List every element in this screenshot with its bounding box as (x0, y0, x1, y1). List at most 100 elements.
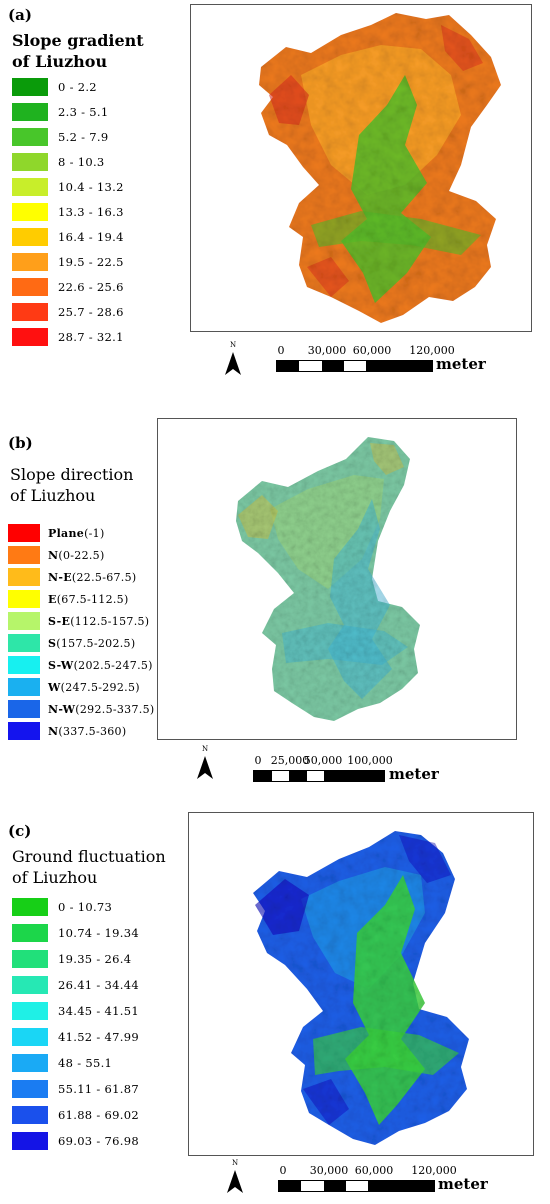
legend-item: N-W(292.5-337.5) (8, 700, 154, 718)
legend-item: 69.03 - 76.98 (12, 1132, 139, 1150)
map-liuzhou-slope-gradient (259, 13, 501, 323)
legend-swatch (12, 1080, 48, 1098)
legend-item: 41.52 - 47.99 (12, 1028, 139, 1046)
scale-tick: 120,000 (409, 344, 455, 357)
legend-label: 0 - 2.2 (58, 80, 97, 94)
legend-swatch (12, 1132, 48, 1150)
legend-direction: S-E (48, 614, 71, 628)
legend-swatch (8, 546, 40, 564)
legend-label: 5.2 - 7.9 (58, 130, 109, 144)
legend-swatch (8, 612, 40, 630)
legend-label: 41.52 - 47.99 (58, 1030, 139, 1044)
legend-swatch (8, 634, 40, 652)
legend-swatch (12, 103, 48, 121)
legend-range: (337.5-360) (58, 724, 127, 738)
scale-tick: 0 (277, 344, 285, 357)
legend-item: 34.45 - 41.51 (12, 1002, 139, 1020)
legend-swatch (12, 976, 48, 994)
map-liuzhou-ground-fluctuation (253, 831, 469, 1145)
legend-swatch (8, 568, 40, 586)
legend-label: 16.4 - 19.4 (58, 230, 124, 244)
legend-item: 22.6 - 25.6 (12, 278, 124, 296)
legend-title-line1: Ground fluctuation (12, 847, 166, 866)
legend-item: 10.4 - 13.2 (12, 178, 124, 196)
scale-tick: 100,000 (347, 754, 393, 767)
legend-label: 19.5 - 22.5 (58, 255, 124, 269)
legend-item: 8 - 10.3 (12, 153, 105, 171)
legend-direction: E (48, 592, 57, 606)
north-arrow-icon: N (197, 745, 213, 779)
legend-label: 55.11 - 61.87 (58, 1082, 139, 1096)
legend-range: (157.5-202.5) (56, 636, 136, 650)
legend-range: (247.5-292.5) (60, 680, 140, 694)
legend-item: 28.7 - 32.1 (12, 328, 124, 346)
scale-bar-graphic (276, 360, 433, 372)
legend-title-line2: of Liuzhou (12, 868, 98, 887)
legend-label: 19.35 - 26.4 (58, 952, 132, 966)
legend-swatch (12, 203, 48, 221)
legend-label: 2.3 - 5.1 (58, 105, 109, 119)
legend-range: (-1) (84, 526, 105, 540)
legend-item: 19.35 - 26.4 (12, 950, 131, 968)
legend-title: Slope gradient of Liuzhou (12, 30, 144, 72)
scale-bar: 0 30,000 60,000 120,000 meter (278, 1164, 508, 1198)
legend-swatch (12, 128, 48, 146)
scale-tick: 25,000 (270, 754, 310, 767)
legend-item: 48 - 55.1 (12, 1054, 112, 1072)
scale-bar: 0 30,000 60,000 120,000 meter (276, 344, 506, 378)
region-shape (253, 831, 469, 1145)
legend-item: 13.3 - 16.3 (12, 203, 124, 221)
legend-swatch (12, 1054, 48, 1072)
scale-unit: meter (438, 1175, 488, 1193)
legend-swatch (12, 1106, 48, 1124)
panel-label: (a) (8, 6, 32, 24)
scale-tick: 60,000 (354, 1164, 394, 1177)
legend-item: 25.7 - 28.6 (12, 303, 124, 321)
panel-slope-direction: (b) Slope direction of Liuzhou Plane(-1)… (0, 410, 550, 800)
region-shape (236, 437, 420, 721)
legend-range: (0-22.5) (58, 548, 105, 562)
map-liuzhou-slope-direction (236, 437, 420, 721)
legend-item: E(67.5-112.5) (8, 590, 129, 608)
panel-slope-gradient: (a) Slope gradient of Liuzhou 0 - 2.2 2.… (0, 0, 550, 400)
legend-item: S-W(202.5-247.5) (8, 656, 153, 674)
legend-range: (67.5-112.5) (56, 592, 129, 606)
legend-title: Slope direction of Liuzhou (10, 464, 133, 506)
legend-range: (22.5-67.5) (71, 570, 137, 584)
legend-direction: N (48, 724, 59, 738)
legend-title-line2: of Liuzhou (12, 52, 108, 71)
legend-title-line2: of Liuzhou (10, 486, 96, 505)
legend-item: 2.3 - 5.1 (12, 103, 108, 121)
legend-item: 0 - 2.2 (12, 78, 97, 96)
scale-tick: 120,000 (411, 1164, 457, 1177)
legend-direction: N (48, 548, 59, 562)
legend-range: (292.5-337.5) (75, 702, 155, 716)
legend-swatch (8, 590, 40, 608)
legend-item: 55.11 - 61.87 (12, 1080, 139, 1098)
legend-swatch (12, 303, 48, 321)
scale-unit: meter (389, 765, 439, 783)
legend-label: 28.7 - 32.1 (58, 330, 124, 344)
legend-swatch (12, 950, 48, 968)
legend-range: (202.5-247.5) (73, 658, 153, 672)
legend-direction: N-E (48, 570, 72, 584)
legend-item: N-E(22.5-67.5) (8, 568, 137, 586)
legend-swatch (8, 722, 40, 740)
panel-label: (c) (8, 822, 32, 840)
legend-label: 0 - 10.73 (58, 900, 113, 914)
legend-swatch (12, 228, 48, 246)
legend-label: 10.4 - 13.2 (58, 180, 124, 194)
scale-unit: meter (436, 355, 486, 373)
legend-item: 61.88 - 69.02 (12, 1106, 139, 1124)
legend-item: S-E(112.5-157.5) (8, 612, 149, 630)
legend-item: Plane(-1) (8, 524, 105, 542)
legend-swatch (8, 678, 40, 696)
legend-swatch (12, 253, 48, 271)
legend-swatch (8, 700, 40, 718)
legend-item: 26.41 - 34.44 (12, 976, 139, 994)
legend-range: (112.5-157.5) (70, 614, 150, 628)
scale-tick: 30,000 (309, 1164, 349, 1177)
legend-item: 16.4 - 19.4 (12, 228, 124, 246)
region-shape (259, 13, 501, 323)
north-arrow-icon: N (225, 341, 241, 375)
